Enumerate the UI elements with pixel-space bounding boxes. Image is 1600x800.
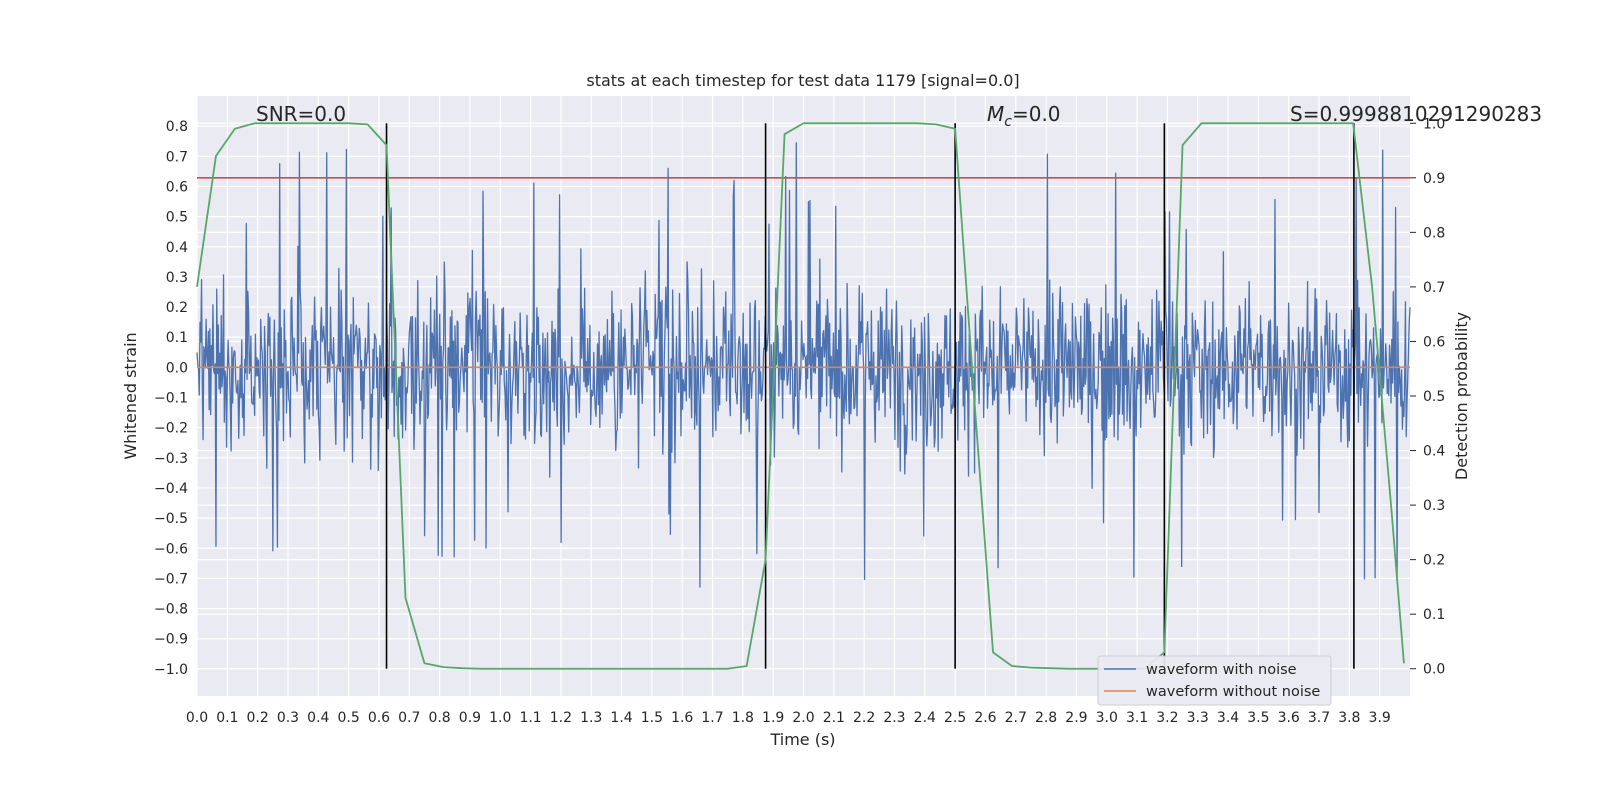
- mc-subscript: c: [1004, 114, 1012, 130]
- y-tick-label: 0.2: [166, 300, 188, 316]
- x-tick-label: 0.0: [186, 710, 208, 726]
- y-tick-label: −0.2: [154, 421, 188, 437]
- x-tick-label: 0.9: [459, 710, 481, 726]
- chart-title: stats at each timestep for test data 117…: [586, 71, 1019, 90]
- y-tick-label: 0.8: [166, 119, 188, 135]
- y-tick-label: −0.9: [154, 632, 188, 648]
- y-tick-label: −0.8: [154, 602, 188, 618]
- x-tick-label: 3.0: [1096, 710, 1118, 726]
- vertical-markers: [385, 123, 1355, 669]
- y-tick-label: −0.7: [154, 571, 188, 587]
- y-tick-label: −0.3: [154, 451, 188, 467]
- x-tick-label: 3.9: [1369, 710, 1391, 726]
- y2-tick-label: 0.3: [1423, 498, 1445, 514]
- x-tick-label: 2.2: [853, 710, 875, 726]
- legend-box: [1097, 655, 1332, 706]
- x-tick-label: 3.1: [1126, 710, 1148, 726]
- y-tick-label: 0.4: [166, 240, 188, 256]
- mc-annotation: Mc=0.0: [987, 102, 1061, 130]
- y-tick-label: −0.5: [154, 511, 188, 527]
- y-tick-label: 0.7: [166, 149, 188, 165]
- y-tick-label: −0.6: [154, 541, 188, 557]
- x-tick-label: 0.4: [307, 710, 329, 726]
- y2-tick-labels: 1.0 0.9 0.8 0.7 0.6 0.5 0.4 0.3 0.2 0.1 0.0: [1410, 116, 1445, 678]
- x-tick-label: 1.4: [610, 710, 632, 726]
- x-tick-label: 0.2: [247, 710, 269, 726]
- y2-tick-label: 0.6: [1423, 334, 1445, 350]
- x-tick-label: 2.1: [823, 710, 845, 726]
- y-tick-labels: 0.8 0.7 0.6 0.5 0.4 0.3 0.2 0.1 0.0 −0.1 −0.2 −0.3 −…: [154, 119, 188, 678]
- y-tick-label: −0.4: [154, 481, 188, 497]
- y2-tick-label: 0.5: [1423, 389, 1445, 405]
- x-tick-label: 1.8: [732, 710, 754, 726]
- x-tick-label: 3.4: [1217, 710, 1239, 726]
- x-tick-label: 0.5: [337, 710, 359, 726]
- x-tick-label: 1.5: [641, 710, 663, 726]
- y2-tick-label: 0.2: [1423, 553, 1445, 569]
- series-waveform-with-noise: [196, 142, 1411, 588]
- x-tick-label: 0.7: [398, 710, 420, 726]
- x-tick-label: 3.5: [1247, 710, 1269, 726]
- y2-tick-label: 0.9: [1423, 171, 1445, 187]
- y2-tick-label: 0.0: [1423, 662, 1445, 678]
- s-annotation: S=0.9998810291290283: [1290, 102, 1542, 126]
- legend: waveform with noise waveform without noi…: [1097, 655, 1332, 706]
- y2-tick-label: 0.1: [1423, 607, 1445, 623]
- legend-label-clean: waveform without noise: [1146, 684, 1320, 700]
- x-tick-label: 1.6: [671, 710, 693, 726]
- waveform-with-noise-line: [196, 142, 1411, 588]
- x-tick-label: 1.0: [489, 710, 511, 726]
- x-tick-label: 2.3: [883, 710, 905, 726]
- x-tick-label: 0.1: [216, 710, 238, 726]
- legend-label-noise: waveform with noise: [1146, 662, 1297, 678]
- x-tick-label: 2.5: [944, 710, 966, 726]
- y-tick-label: −1.0: [154, 662, 188, 678]
- x-tick-label: 3.8: [1338, 710, 1360, 726]
- x-axis-label: Time (s): [769, 730, 835, 749]
- snr-annotation: SNR=0.0: [256, 102, 346, 126]
- x-tick-label: 0.8: [428, 710, 450, 726]
- x-tick-label: 2.0: [792, 710, 814, 726]
- y-tick-label: 0.3: [166, 270, 188, 286]
- x-tick-label: 0.6: [368, 710, 390, 726]
- y-tick-label: 0.1: [166, 330, 188, 346]
- x-tick-label: 1.2: [550, 710, 572, 726]
- y-axis-label: Whitened strain: [121, 332, 140, 459]
- x-tick-label: 1.1: [519, 710, 541, 726]
- x-tick-labels: 0.0 0.1 0.2 0.3 0.4 0.5 0.6 0.7 0.8 0.9 1.0 1.1 1.2 1…: [186, 710, 1391, 726]
- x-tick-label: 1.9: [762, 710, 784, 726]
- y-tick-label: 0.0: [166, 360, 188, 376]
- x-tick-label: 3.7: [1308, 710, 1330, 726]
- y-tick-label: 0.5: [166, 210, 188, 226]
- x-tick-label: 3.3: [1187, 710, 1209, 726]
- x-tick-label: 1.7: [701, 710, 723, 726]
- x-tick-label: 2.4: [914, 710, 936, 726]
- series-detection-probability: [196, 122, 1405, 670]
- x-tick-label: 3.6: [1278, 710, 1300, 726]
- mc-symbol: M: [987, 102, 1004, 126]
- x-tick-label: 2.6: [974, 710, 996, 726]
- y2-tick-label: 0.4: [1423, 444, 1445, 460]
- y2-tick-label: 0.8: [1423, 225, 1445, 241]
- x-tick-label: 3.2: [1156, 710, 1178, 726]
- detection-probability-line: [196, 122, 1405, 670]
- x-tick-label: 1.3: [580, 710, 602, 726]
- y2-tick-label: 1.0: [1423, 116, 1445, 132]
- y2-tick-label: 0.7: [1423, 280, 1445, 296]
- y-tick-label: 0.6: [166, 179, 188, 195]
- x-tick-label: 2.9: [1065, 710, 1087, 726]
- x-tick-label: 0.3: [277, 710, 299, 726]
- y2-axis-label: Detection probability: [1452, 312, 1471, 480]
- mc-value: =0.0: [1012, 102, 1061, 126]
- y-tick-label: −0.1: [154, 391, 188, 407]
- x-tick-label: 2.8: [1035, 710, 1057, 726]
- x-tick-label: 2.7: [1005, 710, 1027, 726]
